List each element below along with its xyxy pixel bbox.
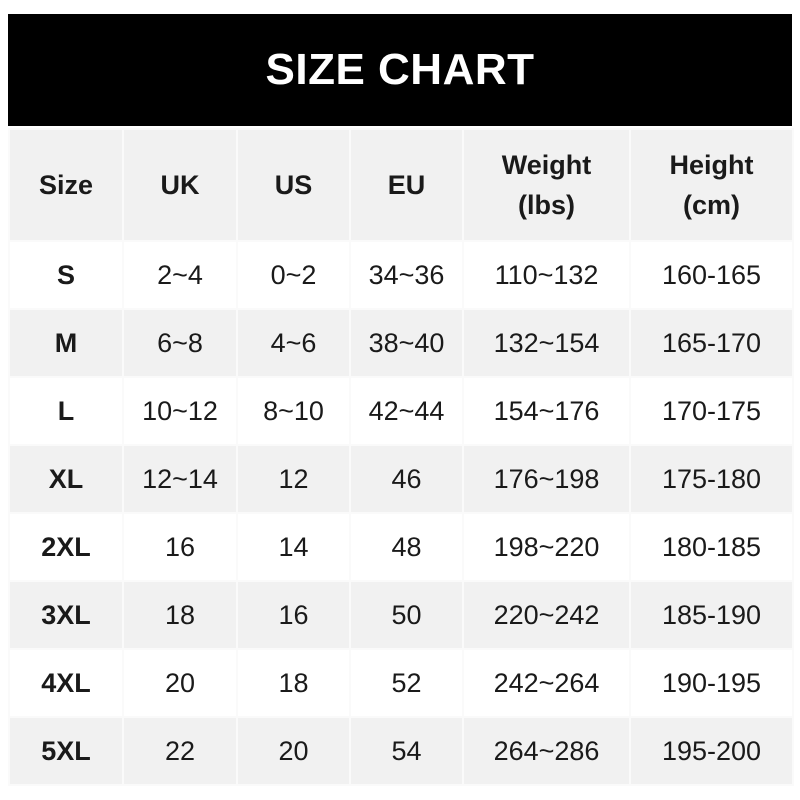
cell-eu: 38~40 bbox=[349, 308, 464, 378]
cell-us: 18 bbox=[236, 648, 351, 718]
cell-eu: 52 bbox=[349, 648, 464, 718]
cell-us: 0~2 bbox=[236, 240, 351, 310]
cell-uk: 10~12 bbox=[122, 376, 238, 446]
cell-height: 170-175 bbox=[629, 376, 794, 446]
table-row: 5XL 22 20 54 264~286 195-200 bbox=[8, 716, 794, 786]
cell-height: 190-195 bbox=[629, 648, 794, 718]
column-header-size: Size bbox=[8, 128, 124, 242]
table-row: S 2~4 0~2 34~36 110~132 160-165 bbox=[8, 240, 794, 310]
cell-height: 180-185 bbox=[629, 512, 794, 582]
cell-weight: 154~176 bbox=[462, 376, 631, 446]
cell-size: XL bbox=[8, 444, 124, 514]
cell-us: 20 bbox=[236, 716, 351, 786]
cell-weight: 220~242 bbox=[462, 580, 631, 650]
cell-weight: 110~132 bbox=[462, 240, 631, 310]
table-row: 4XL 20 18 52 242~264 190-195 bbox=[8, 648, 794, 718]
cell-eu: 46 bbox=[349, 444, 464, 514]
column-header-uk: UK bbox=[122, 128, 238, 242]
cell-size: L bbox=[8, 376, 124, 446]
header-row: Size UK US EU Weight (lbs) Height (cm) bbox=[8, 128, 794, 242]
column-header-eu: EU bbox=[349, 128, 464, 242]
cell-height: 195-200 bbox=[629, 716, 794, 786]
cell-height: 185-190 bbox=[629, 580, 794, 650]
cell-eu: 54 bbox=[349, 716, 464, 786]
cell-us: 14 bbox=[236, 512, 351, 582]
cell-height: 175-180 bbox=[629, 444, 794, 514]
cell-height: 165-170 bbox=[629, 308, 794, 378]
cell-us: 8~10 bbox=[236, 376, 351, 446]
table-row: 3XL 18 16 50 220~242 185-190 bbox=[8, 580, 794, 650]
column-header-weight: Weight (lbs) bbox=[462, 128, 631, 242]
cell-uk: 12~14 bbox=[122, 444, 238, 514]
cell-uk: 22 bbox=[122, 716, 238, 786]
column-header-height: Height (cm) bbox=[629, 128, 794, 242]
cell-height: 160-165 bbox=[629, 240, 794, 310]
cell-uk: 6~8 bbox=[122, 308, 238, 378]
cell-size: 3XL bbox=[8, 580, 124, 650]
cell-uk: 18 bbox=[122, 580, 238, 650]
cell-eu: 42~44 bbox=[349, 376, 464, 446]
cell-size: 5XL bbox=[8, 716, 124, 786]
cell-eu: 48 bbox=[349, 512, 464, 582]
cell-size: M bbox=[8, 308, 124, 378]
cell-size: 4XL bbox=[8, 648, 124, 718]
cell-uk: 16 bbox=[122, 512, 238, 582]
table-row: M 6~8 4~6 38~40 132~154 165-170 bbox=[8, 308, 794, 378]
cell-uk: 20 bbox=[122, 648, 238, 718]
cell-us: 16 bbox=[236, 580, 351, 650]
cell-us: 4~6 bbox=[236, 308, 351, 378]
table-row: 2XL 16 14 48 198~220 180-185 bbox=[8, 512, 794, 582]
cell-eu: 50 bbox=[349, 580, 464, 650]
cell-uk: 2~4 bbox=[122, 240, 238, 310]
size-table: Size UK US EU Weight (lbs) Height (cm) S 2~4 0~… bbox=[8, 128, 794, 786]
cell-weight: 242~264 bbox=[462, 648, 631, 718]
cell-us: 12 bbox=[236, 444, 351, 514]
cell-weight: 198~220 bbox=[462, 512, 631, 582]
cell-weight: 264~286 bbox=[462, 716, 631, 786]
cell-weight: 176~198 bbox=[462, 444, 631, 514]
table-row: XL 12~14 12 46 176~198 175-180 bbox=[8, 444, 794, 514]
cell-size: S bbox=[8, 240, 124, 310]
table-row: L 10~12 8~10 42~44 154~176 170-175 bbox=[8, 376, 794, 446]
cell-weight: 132~154 bbox=[462, 308, 631, 378]
cell-size: 2XL bbox=[8, 512, 124, 582]
size-chart-title: SIZE CHART bbox=[8, 14, 792, 126]
column-header-us: US bbox=[236, 128, 351, 242]
cell-eu: 34~36 bbox=[349, 240, 464, 310]
